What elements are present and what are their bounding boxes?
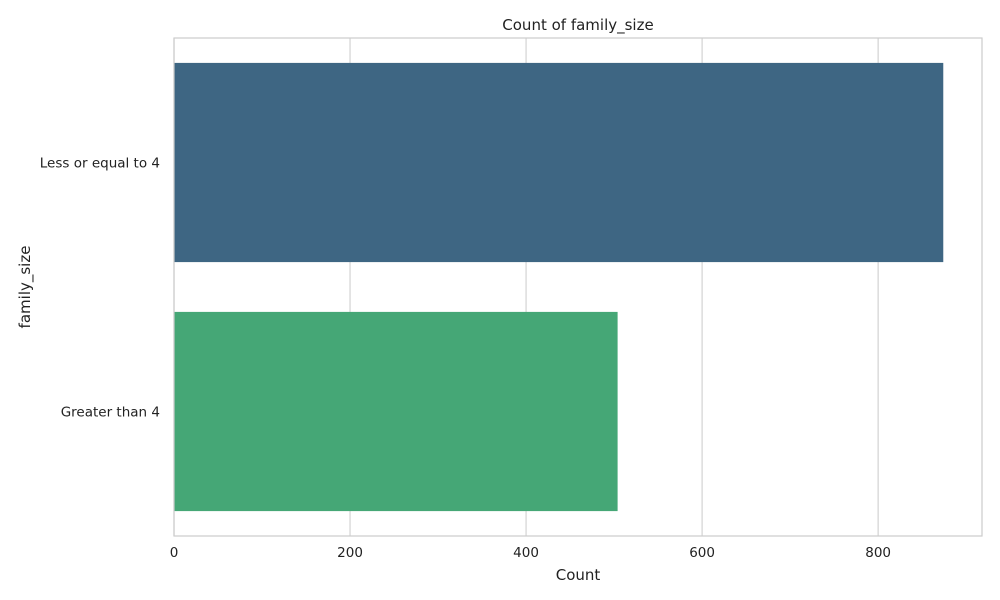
chart-title: Count of family_size (502, 16, 653, 35)
bars (174, 62, 944, 512)
x-tick-label-4: 800 (865, 545, 891, 561)
plot-frame (173, 37, 983, 537)
y-axis-label: family_size (16, 246, 35, 329)
y-axis-ticks: Less or equal to 4 Greater than 4 (40, 156, 160, 421)
y-tick-label-1: Less or equal to 4 (40, 156, 160, 172)
x-tick-label-1: 200 (337, 545, 363, 561)
x-axis-ticks: 0 200 400 600 800 (170, 545, 891, 561)
bar-2 (174, 311, 618, 512)
x-axis-label: Count (556, 566, 601, 584)
x-tick-label-0: 0 (170, 545, 179, 561)
y-tick-label-2: Greater than 4 (61, 405, 160, 421)
bar-1 (174, 62, 944, 263)
x-tick-label-2: 400 (513, 545, 539, 561)
x-tick-label-3: 600 (689, 545, 715, 561)
